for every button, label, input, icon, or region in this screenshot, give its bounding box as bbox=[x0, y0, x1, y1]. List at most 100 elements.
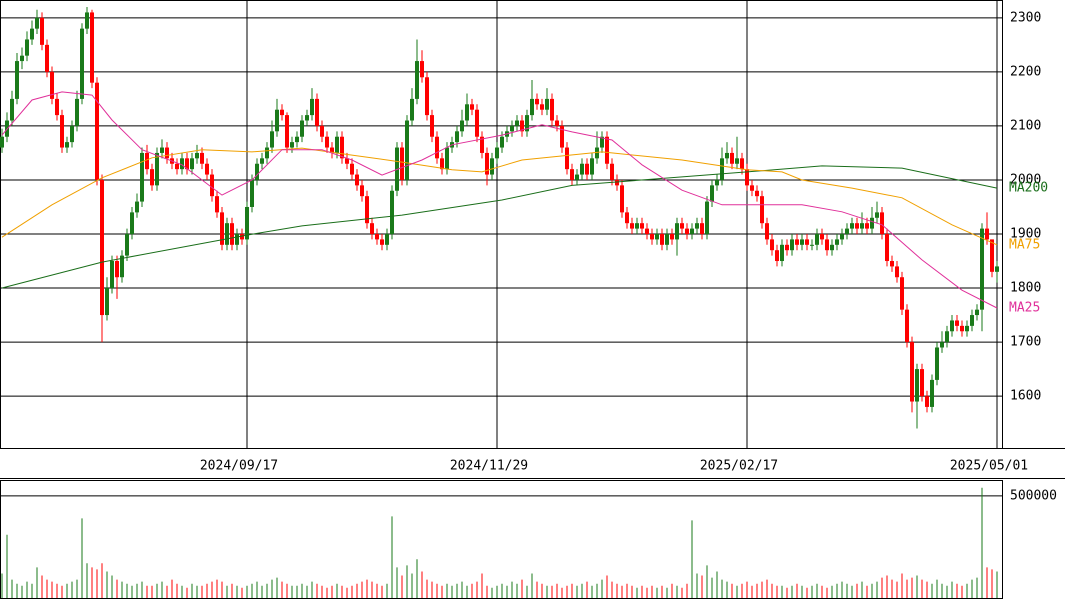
candle-body bbox=[385, 233, 389, 245]
candle-body bbox=[780, 244, 784, 262]
candle-body bbox=[675, 223, 679, 240]
candle-body bbox=[430, 115, 434, 137]
candle-body bbox=[255, 163, 259, 180]
candle-body bbox=[630, 223, 634, 229]
candle-body bbox=[795, 239, 799, 245]
candle-body bbox=[840, 233, 844, 240]
candle-body bbox=[755, 190, 759, 197]
candle-body bbox=[465, 104, 469, 121]
candle-body bbox=[100, 179, 104, 316]
candle-body bbox=[950, 320, 954, 332]
candle-body bbox=[660, 233, 664, 245]
y-tick-label: 1900 bbox=[1010, 226, 1041, 241]
candle-body bbox=[65, 142, 69, 148]
x-tick-label: 2025/05/01 bbox=[950, 459, 1028, 474]
candle-body bbox=[155, 152, 159, 186]
candle-body bbox=[765, 223, 769, 240]
candle-body bbox=[480, 136, 484, 153]
candle-body bbox=[195, 152, 199, 159]
legend-label: MA25 bbox=[1009, 301, 1040, 316]
candle-body bbox=[320, 125, 324, 137]
candle-body bbox=[140, 152, 144, 202]
candle-body bbox=[530, 98, 534, 116]
candle-body bbox=[345, 158, 349, 164]
candle-body bbox=[410, 98, 414, 121]
candle-body bbox=[935, 347, 939, 380]
legend-label: MA75 bbox=[1009, 237, 1040, 252]
candle-body bbox=[380, 239, 384, 245]
candle-body bbox=[770, 239, 774, 251]
candle-body bbox=[910, 342, 914, 402]
candle-body bbox=[945, 331, 949, 343]
candle-body bbox=[990, 239, 994, 272]
candle-body bbox=[390, 190, 394, 234]
candle-body bbox=[685, 228, 689, 234]
candle-body bbox=[865, 223, 869, 229]
candle-body bbox=[10, 98, 14, 121]
x-tick-label: 2025/02/17 bbox=[700, 459, 778, 474]
candle-body bbox=[55, 98, 59, 116]
y-tick-label: 2300 bbox=[1010, 10, 1041, 25]
candle-body bbox=[335, 136, 339, 153]
candle-body bbox=[890, 261, 894, 267]
candle-body bbox=[600, 136, 604, 148]
candle-body bbox=[150, 169, 154, 186]
candle-body bbox=[690, 228, 694, 234]
candle-body bbox=[985, 228, 989, 240]
candle-body bbox=[275, 109, 279, 132]
candle-body bbox=[585, 163, 589, 175]
candle-body bbox=[60, 115, 64, 148]
candle-body bbox=[520, 120, 524, 132]
candle-body bbox=[30, 28, 34, 40]
candle-body bbox=[635, 223, 639, 229]
candle-body bbox=[210, 174, 214, 197]
candle-body bbox=[830, 244, 834, 251]
candle-body bbox=[720, 158, 724, 180]
candle-body bbox=[245, 206, 249, 240]
candle-body bbox=[790, 239, 794, 251]
candle-body bbox=[165, 147, 169, 159]
candle-body bbox=[50, 71, 54, 99]
candle-body bbox=[845, 228, 849, 234]
candle-body bbox=[110, 261, 114, 289]
candle-body bbox=[455, 131, 459, 143]
candle-body bbox=[325, 136, 329, 148]
candle-body bbox=[595, 147, 599, 159]
candle-body bbox=[285, 115, 289, 148]
ma-line bbox=[1, 165, 998, 289]
candle-body bbox=[980, 228, 984, 310]
candle-body bbox=[905, 309, 909, 343]
candle-body bbox=[375, 233, 379, 240]
candle-body bbox=[555, 120, 559, 126]
candle-body bbox=[440, 158, 444, 170]
candle-body bbox=[895, 266, 899, 278]
candle-body bbox=[445, 147, 449, 170]
candle-body bbox=[995, 266, 999, 272]
candle-body bbox=[855, 223, 859, 229]
candle-body bbox=[85, 12, 89, 29]
candle-body bbox=[315, 98, 319, 126]
candle-body bbox=[655, 233, 659, 240]
candle-body bbox=[955, 320, 959, 326]
legend-label: MA200 bbox=[1009, 181, 1048, 196]
candle-body bbox=[45, 44, 49, 72]
candle-body bbox=[785, 244, 789, 251]
candle-body bbox=[540, 104, 544, 110]
candle-body bbox=[610, 163, 614, 180]
candle-body bbox=[925, 396, 929, 407]
y-tick-label: 1800 bbox=[1010, 281, 1041, 296]
candle-body bbox=[960, 325, 964, 332]
candle-body bbox=[695, 223, 699, 229]
candle-body bbox=[800, 239, 804, 245]
y-tick-label: 1700 bbox=[1010, 335, 1041, 350]
candle-body bbox=[565, 147, 569, 170]
candle-body bbox=[615, 179, 619, 186]
candle-body bbox=[270, 131, 274, 148]
candle-body bbox=[920, 369, 924, 397]
candle-body bbox=[420, 61, 424, 78]
x-tick-label: 2024/09/17 bbox=[200, 459, 278, 474]
ma-line bbox=[1, 91, 998, 309]
candle-body bbox=[25, 39, 29, 56]
